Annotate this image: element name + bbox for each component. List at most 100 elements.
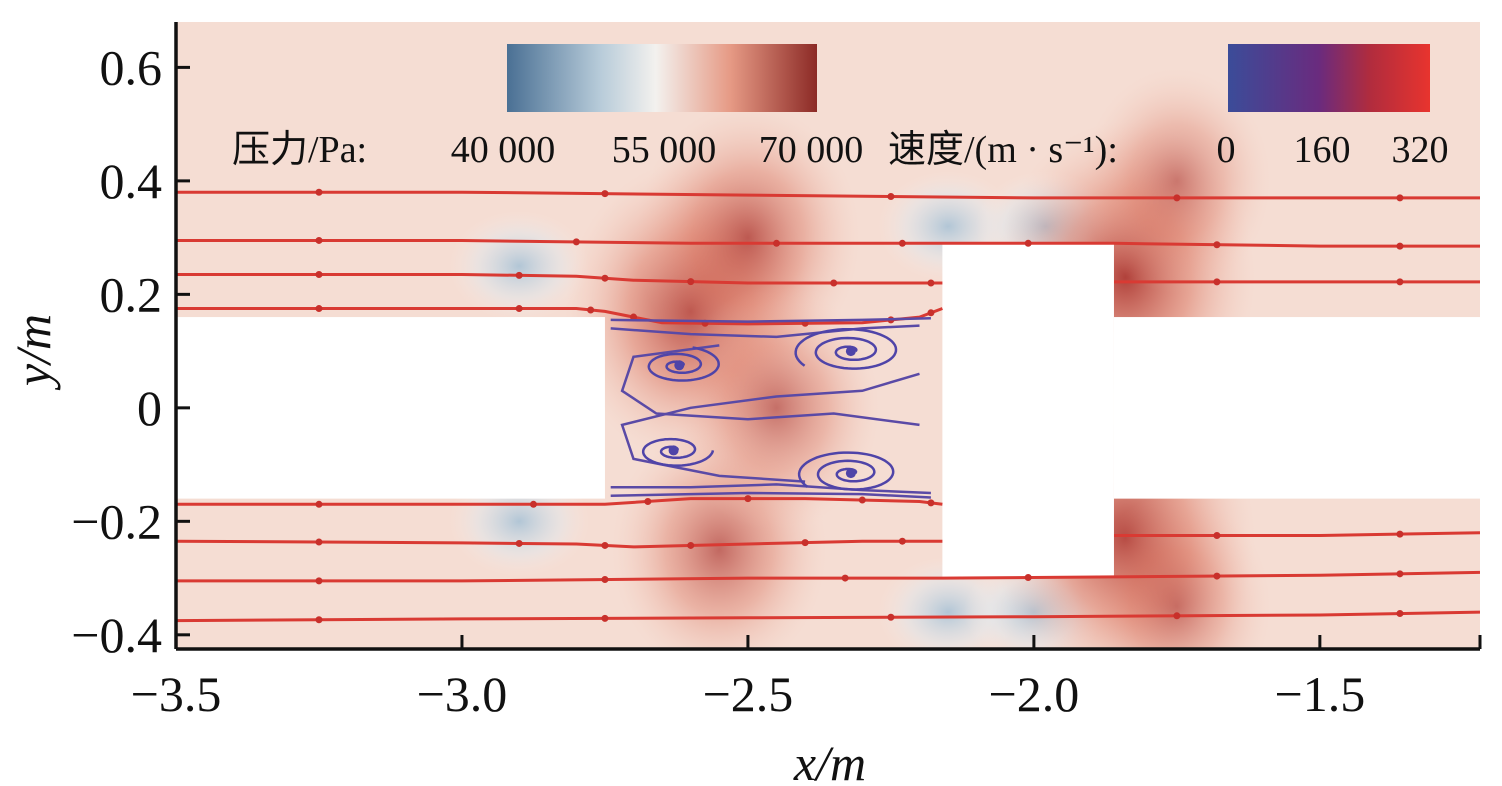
streamline-marker	[898, 537, 906, 545]
streamline-marker	[1213, 532, 1221, 540]
vortex-streamline	[647, 346, 720, 382]
streamline-marker	[1213, 241, 1221, 249]
y-tick-label: −0.2	[71, 493, 162, 549]
vortex-core	[674, 360, 685, 371]
streamline-marker	[315, 538, 323, 546]
streamline-marker	[927, 279, 935, 287]
pressure-high-region	[1082, 493, 1271, 649]
solid-region	[942, 243, 1114, 579]
streamline-marker	[515, 539, 523, 547]
streamline-marker	[1213, 278, 1221, 286]
vortex-streamline	[794, 327, 898, 370]
recirculation-streamline	[610, 491, 931, 499]
streamline-marker	[1024, 239, 1032, 247]
velocity-colorbar: 速度/(m · s⁻¹): 0 160 320	[888, 44, 1449, 171]
recirculation-streamline	[620, 344, 920, 427]
vortex-core	[845, 346, 856, 357]
streamline-marker	[315, 577, 323, 585]
streamline-marker	[1173, 612, 1181, 620]
x-axis-title: x/m	[793, 735, 866, 786]
streamline	[176, 497, 943, 506]
y-tick-label: 0.4	[100, 153, 163, 209]
streamline-marker	[1213, 572, 1221, 580]
streamline-marker	[1396, 242, 1404, 250]
streamline-marker	[1396, 194, 1404, 202]
streamline-marker	[644, 497, 652, 505]
y-tick-label: 0	[137, 380, 162, 436]
pressure-high-region	[1082, 68, 1271, 294]
streamline-marker	[687, 541, 695, 549]
streamline-marker	[773, 239, 781, 247]
streamline-marker	[572, 238, 580, 246]
y-ticks: 0.6 0.4 0.2 0 −0.2 −0.4	[71, 39, 190, 663]
y-axis-title: y/m	[5, 314, 61, 391]
streamline-marker	[1396, 530, 1404, 538]
streamline-marker	[927, 309, 935, 317]
vortex-streamline	[641, 437, 715, 467]
pressure-high-region	[673, 284, 880, 532]
solid-walls	[176, 243, 1480, 579]
x-tick-label: −2.5	[703, 666, 794, 722]
streamline	[176, 539, 943, 549]
streamline-marker	[587, 306, 595, 314]
streamline-marker	[1396, 570, 1404, 578]
streamline-marker	[830, 279, 838, 287]
streamline-marker	[601, 614, 609, 622]
pressure-colorbar: 压力/Pa: 40 000 55 000 70 000	[232, 44, 863, 171]
streamline-marker	[927, 499, 935, 507]
streamline-marker	[1024, 574, 1032, 582]
x-tick-label: −3.5	[131, 666, 222, 722]
streamlines	[176, 188, 1480, 624]
pressure-colorbar-tick: 40 000	[451, 129, 556, 171]
streamline-marker	[841, 574, 849, 582]
velocity-colorbar-tick: 320	[1392, 129, 1449, 171]
velocity-colorbar-gradient	[1228, 44, 1430, 112]
streamline-marker	[687, 278, 695, 286]
solid-region	[1113, 317, 1480, 499]
y-tick-label: 0.6	[100, 39, 163, 95]
streamline-marker	[887, 192, 895, 200]
streamline-marker	[601, 541, 609, 549]
streamline-marker	[601, 274, 609, 282]
vortex-streamline	[797, 451, 895, 491]
streamline-marker	[529, 500, 537, 508]
streamline-marker	[801, 539, 809, 547]
pressure-colorbar-tick: 70 000	[759, 129, 864, 171]
vortex-core	[845, 468, 856, 479]
pressure-colorbar-gradient	[507, 44, 817, 112]
x-tick-label: −2.0	[989, 666, 1080, 722]
streamline-marker	[515, 305, 523, 313]
streamline-marker	[887, 613, 895, 621]
x-tick-label: −3.0	[417, 666, 508, 722]
streamline-marker	[1173, 194, 1181, 202]
streamline-marker	[898, 239, 906, 247]
streamline-marker	[601, 190, 609, 198]
streamline-marker	[744, 495, 752, 503]
recirculation-streamline	[610, 324, 920, 339]
velocity-colorbar-tick: 0	[1217, 129, 1236, 171]
streamline	[1114, 531, 1480, 537]
streamline-marker	[1396, 278, 1404, 286]
pressure-colorbar-tick: 55 000	[612, 129, 717, 171]
streamline-marker	[515, 271, 523, 279]
streamline-marker	[315, 271, 323, 279]
streamline-marker	[315, 616, 323, 624]
streamline-marker	[315, 500, 323, 508]
recirculation-streamline	[610, 483, 931, 495]
pressure-colorbar-label: 压力/Pa:	[232, 129, 367, 171]
solid-region	[176, 317, 605, 499]
y-tick-label: 0.2	[100, 266, 163, 322]
streamline-marker	[315, 188, 323, 196]
axes: −3.5 −3.0 −2.5 −2.0 −1.5 0.6 0.4 0.2 0 −0.2 −0.4	[71, 22, 1482, 722]
streamline-marker	[630, 313, 638, 321]
plot-area	[176, 22, 1480, 649]
streamline-marker	[315, 305, 323, 313]
pressure-low-region	[449, 210, 590, 321]
velocity-colorbar-tick: 160	[1294, 129, 1351, 171]
streamline	[176, 273, 943, 285]
x-tick-label: −1.5	[1275, 666, 1366, 722]
streamline-marker	[1396, 610, 1404, 618]
recirculation-streamline	[620, 372, 920, 483]
y-tick-label: −0.4	[71, 607, 162, 663]
